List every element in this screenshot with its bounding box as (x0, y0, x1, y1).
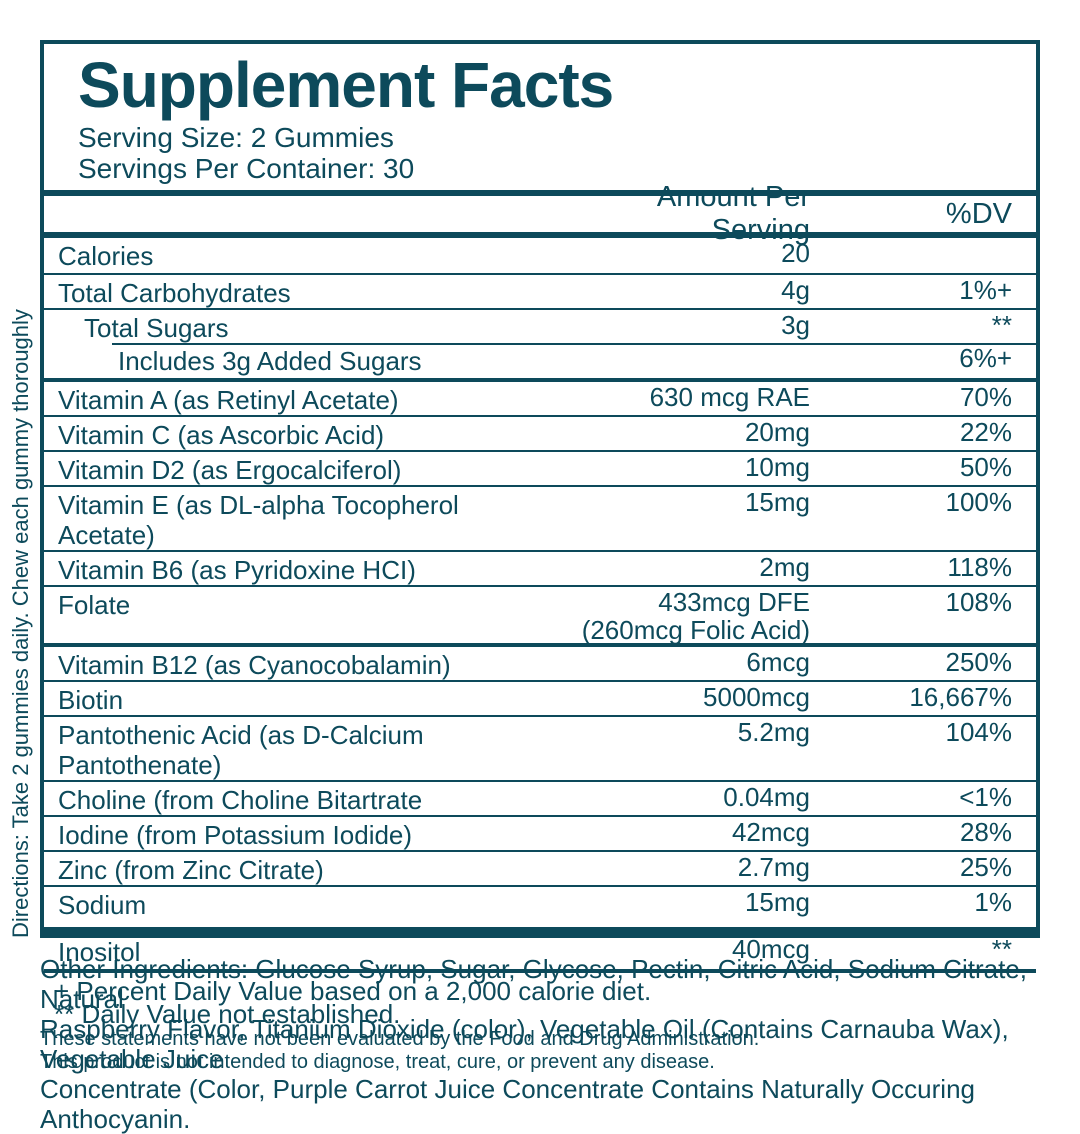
table-row: Vitamin B6 (as Pyridoxine HCI) 2mg 118% (44, 550, 1036, 585)
nutrient-name: Inositol (58, 937, 141, 967)
nutrient-name: Includes 3g Added Sugars (118, 346, 422, 376)
nutrient-dv: 22% (959, 417, 1012, 447)
panel-header: Supplement Facts Serving Size: 2 Gummies… (44, 44, 1036, 184)
nutrient-name: Zinc (from Zinc Citrate) (58, 855, 324, 885)
nutrient-name: Vitamin A (as Retinyl Acetate) (58, 385, 399, 415)
nutrient-name: Iodine (from Potassium Iodide) (58, 820, 413, 850)
directions-vertical-text: Directions: Take 2 gummies daily. Chew e… (8, 309, 33, 938)
table-row: Biotin 5000mcg 16,667% (44, 680, 1036, 715)
nutrient-amount: 433mcg DFE (260mcg Folic Acid) (560, 587, 810, 643)
nutrient-amount: 6mcg (746, 647, 810, 677)
table-row: Zinc (from Zinc Citrate) 2.7mg 25% (44, 850, 1036, 885)
table-row: Total Carbohydrates 4g 1%+ (44, 273, 1036, 308)
disclaimer-line: These statements have not been evaluated… (40, 1028, 760, 1050)
nutrient-dv: 104% (945, 717, 1013, 747)
fda-disclaimer: These statements have not been evaluated… (40, 1028, 1080, 1074)
other-ingredients-line: Raspberry Flavor, Titanium Dioxide (colo… (40, 1014, 1009, 1074)
nutrient-amount: 20mg (744, 417, 810, 447)
nutrient-amount: 2mg (759, 552, 810, 582)
panel-title: Supplement Facts (78, 49, 614, 121)
table-row: Vitamin A (as Retinyl Acetate) 630 mcg RA… (44, 378, 1036, 415)
nutrient-amount: 4g (781, 275, 810, 305)
serving-size: Serving Size: 2 Gummies (78, 122, 394, 153)
amount-per-serving-header: Amount Per Serving (656, 181, 810, 246)
table-row: Total Sugars 3g ** (44, 308, 1036, 343)
disclaimer-line: This product is not intended to diagnose… (40, 1051, 715, 1073)
nutrient-name: Vitamin E (as DL-alpha Tocopherol Acetat… (58, 490, 459, 550)
nutrient-amount: 40mcg (731, 934, 810, 964)
nutrient-amount: 2.7mg (737, 852, 810, 882)
nutrient-dv: <1% (959, 782, 1012, 812)
nutrient-amount: 3g (781, 310, 810, 340)
table-row: Choline (from Choline Bitartrate 0.04mg <1… (44, 780, 1036, 815)
footnote-line: + Percent Daily Value based on a 2,000 c… (54, 976, 652, 1006)
percent-dv-header: %DV (945, 197, 1012, 230)
nutrient-amount: 20 (781, 238, 810, 268)
other-ingredients-line: Concentrate (Color, Purple Carrot Juice … (40, 1074, 975, 1134)
nutrient-name: Biotin (58, 685, 124, 715)
nutrient-amount: 630 mcg RAE (649, 382, 810, 412)
nutrient-amount: 42mcg (731, 817, 810, 847)
nutrient-dv: 16,667% (909, 682, 1012, 712)
footnotes: + Percent Daily Value based on a 2,000 c… (44, 969, 1036, 1031)
nutrient-amount: 10mg (744, 452, 810, 482)
table-row: Vitamin B12 (as Cyanocobalamin) 6mcg 250% (44, 643, 1036, 680)
supplement-facts-panel: Supplement Facts Serving Size: 2 Gummies… (40, 40, 1040, 1027)
nutrient-name: Sodium (58, 890, 147, 920)
nutrient-amount: 5.2mg (737, 717, 810, 747)
table-row: Inositol 40mcg ** (44, 927, 1036, 969)
table-row: Vitamin C (as Ascorbic Acid) 20mg 22% (44, 415, 1036, 450)
nutrient-dv: 100% (945, 487, 1013, 517)
table-row: Folate 433mcg DFE (260mcg Folic Acid) 108% (44, 585, 1036, 643)
nutrient-name: Choline (from Choline Bitartrate (58, 785, 423, 815)
nutrient-amount: 15mg (744, 487, 810, 517)
nutrient-name: Vitamin B12 (as Cyanocobalamin) (58, 650, 451, 680)
nutrient-dv: 1% (974, 887, 1012, 917)
table-row: Sodium 15mg 1% (44, 885, 1036, 927)
table-row: Pantothenic Acid (as D-Calcium Pantothen… (44, 715, 1036, 780)
nutrient-name: Folate (58, 590, 131, 620)
table-row: Calories 20 (44, 238, 1036, 273)
nutrient-name: Calories (58, 241, 154, 271)
nutrient-dv: 28% (959, 817, 1012, 847)
table-row: Vitamin E (as DL-alpha Tocopherol Acetat… (44, 485, 1036, 550)
nutrient-name: Total Sugars (84, 313, 229, 343)
table-row: Iodine (from Potassium Iodide) 42mcg 28% (44, 815, 1036, 850)
nutrient-dv: 25% (959, 852, 1012, 882)
nutrient-amount: 5000mcg (703, 682, 810, 712)
nutrient-name: Vitamin D2 (as Ergocalciferol) (58, 455, 402, 485)
footnote-line: ** Daily Value not established. (54, 999, 401, 1029)
table-row: Vitamin D2 (as Ergocalciferol) 10mg 50% (44, 450, 1036, 485)
facts-table: Calories 20 Total Carbohydrates 4g 1%+ Total … (44, 238, 1036, 969)
nutrient-name: Vitamin B6 (as Pyridoxine HCI) (58, 555, 416, 585)
nutrient-dv: 1%+ (959, 275, 1012, 305)
nutrient-dv: ** (991, 310, 1012, 340)
other-ingredients-line: Other Ingredients: Glucose Syrup, Sugar,… (40, 954, 1027, 1014)
nutrient-dv: 118% (947, 552, 1012, 582)
nutrient-amount: 15mg (744, 887, 810, 917)
nutrient-dv: 50% (959, 452, 1012, 482)
nutrient-dv: 70% (959, 382, 1012, 412)
table-header: Amount Per Serving %DV (44, 181, 1036, 246)
nutrient-dv: ** (991, 934, 1012, 964)
nutrient-dv: 250% (945, 647, 1013, 677)
nutrient-name: Pantothenic Acid (as D-Calcium Pantothen… (58, 720, 424, 780)
servings-per-container: Servings Per Container: 30 (78, 153, 415, 184)
nutrient-name: Vitamin C (as Ascorbic Acid) (58, 420, 385, 450)
table-row: Includes 3g Added Sugars 6%+ (44, 343, 1036, 378)
nutrient-amount: 0.04mg (723, 782, 810, 812)
nutrient-amount-line2: (260mcg Folic Acid) (581, 615, 810, 645)
nutrient-dv: 108% (945, 587, 1013, 617)
nutrient-name: Total Carbohydrates (58, 278, 291, 308)
nutrient-dv: 6%+ (959, 343, 1012, 373)
